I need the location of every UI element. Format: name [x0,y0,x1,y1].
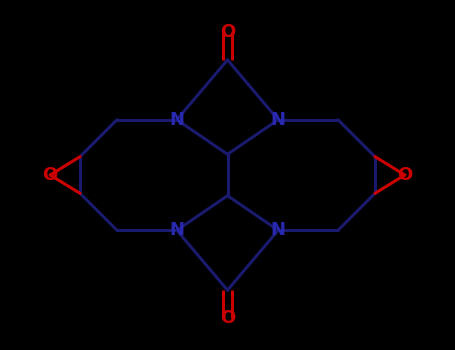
Text: N: N [271,221,286,239]
Text: O: O [220,309,235,327]
Text: O: O [397,166,412,184]
Text: N: N [169,221,184,239]
Text: N: N [271,111,286,129]
Text: O: O [220,23,235,41]
Text: O: O [43,166,58,184]
Text: N: N [169,111,184,129]
